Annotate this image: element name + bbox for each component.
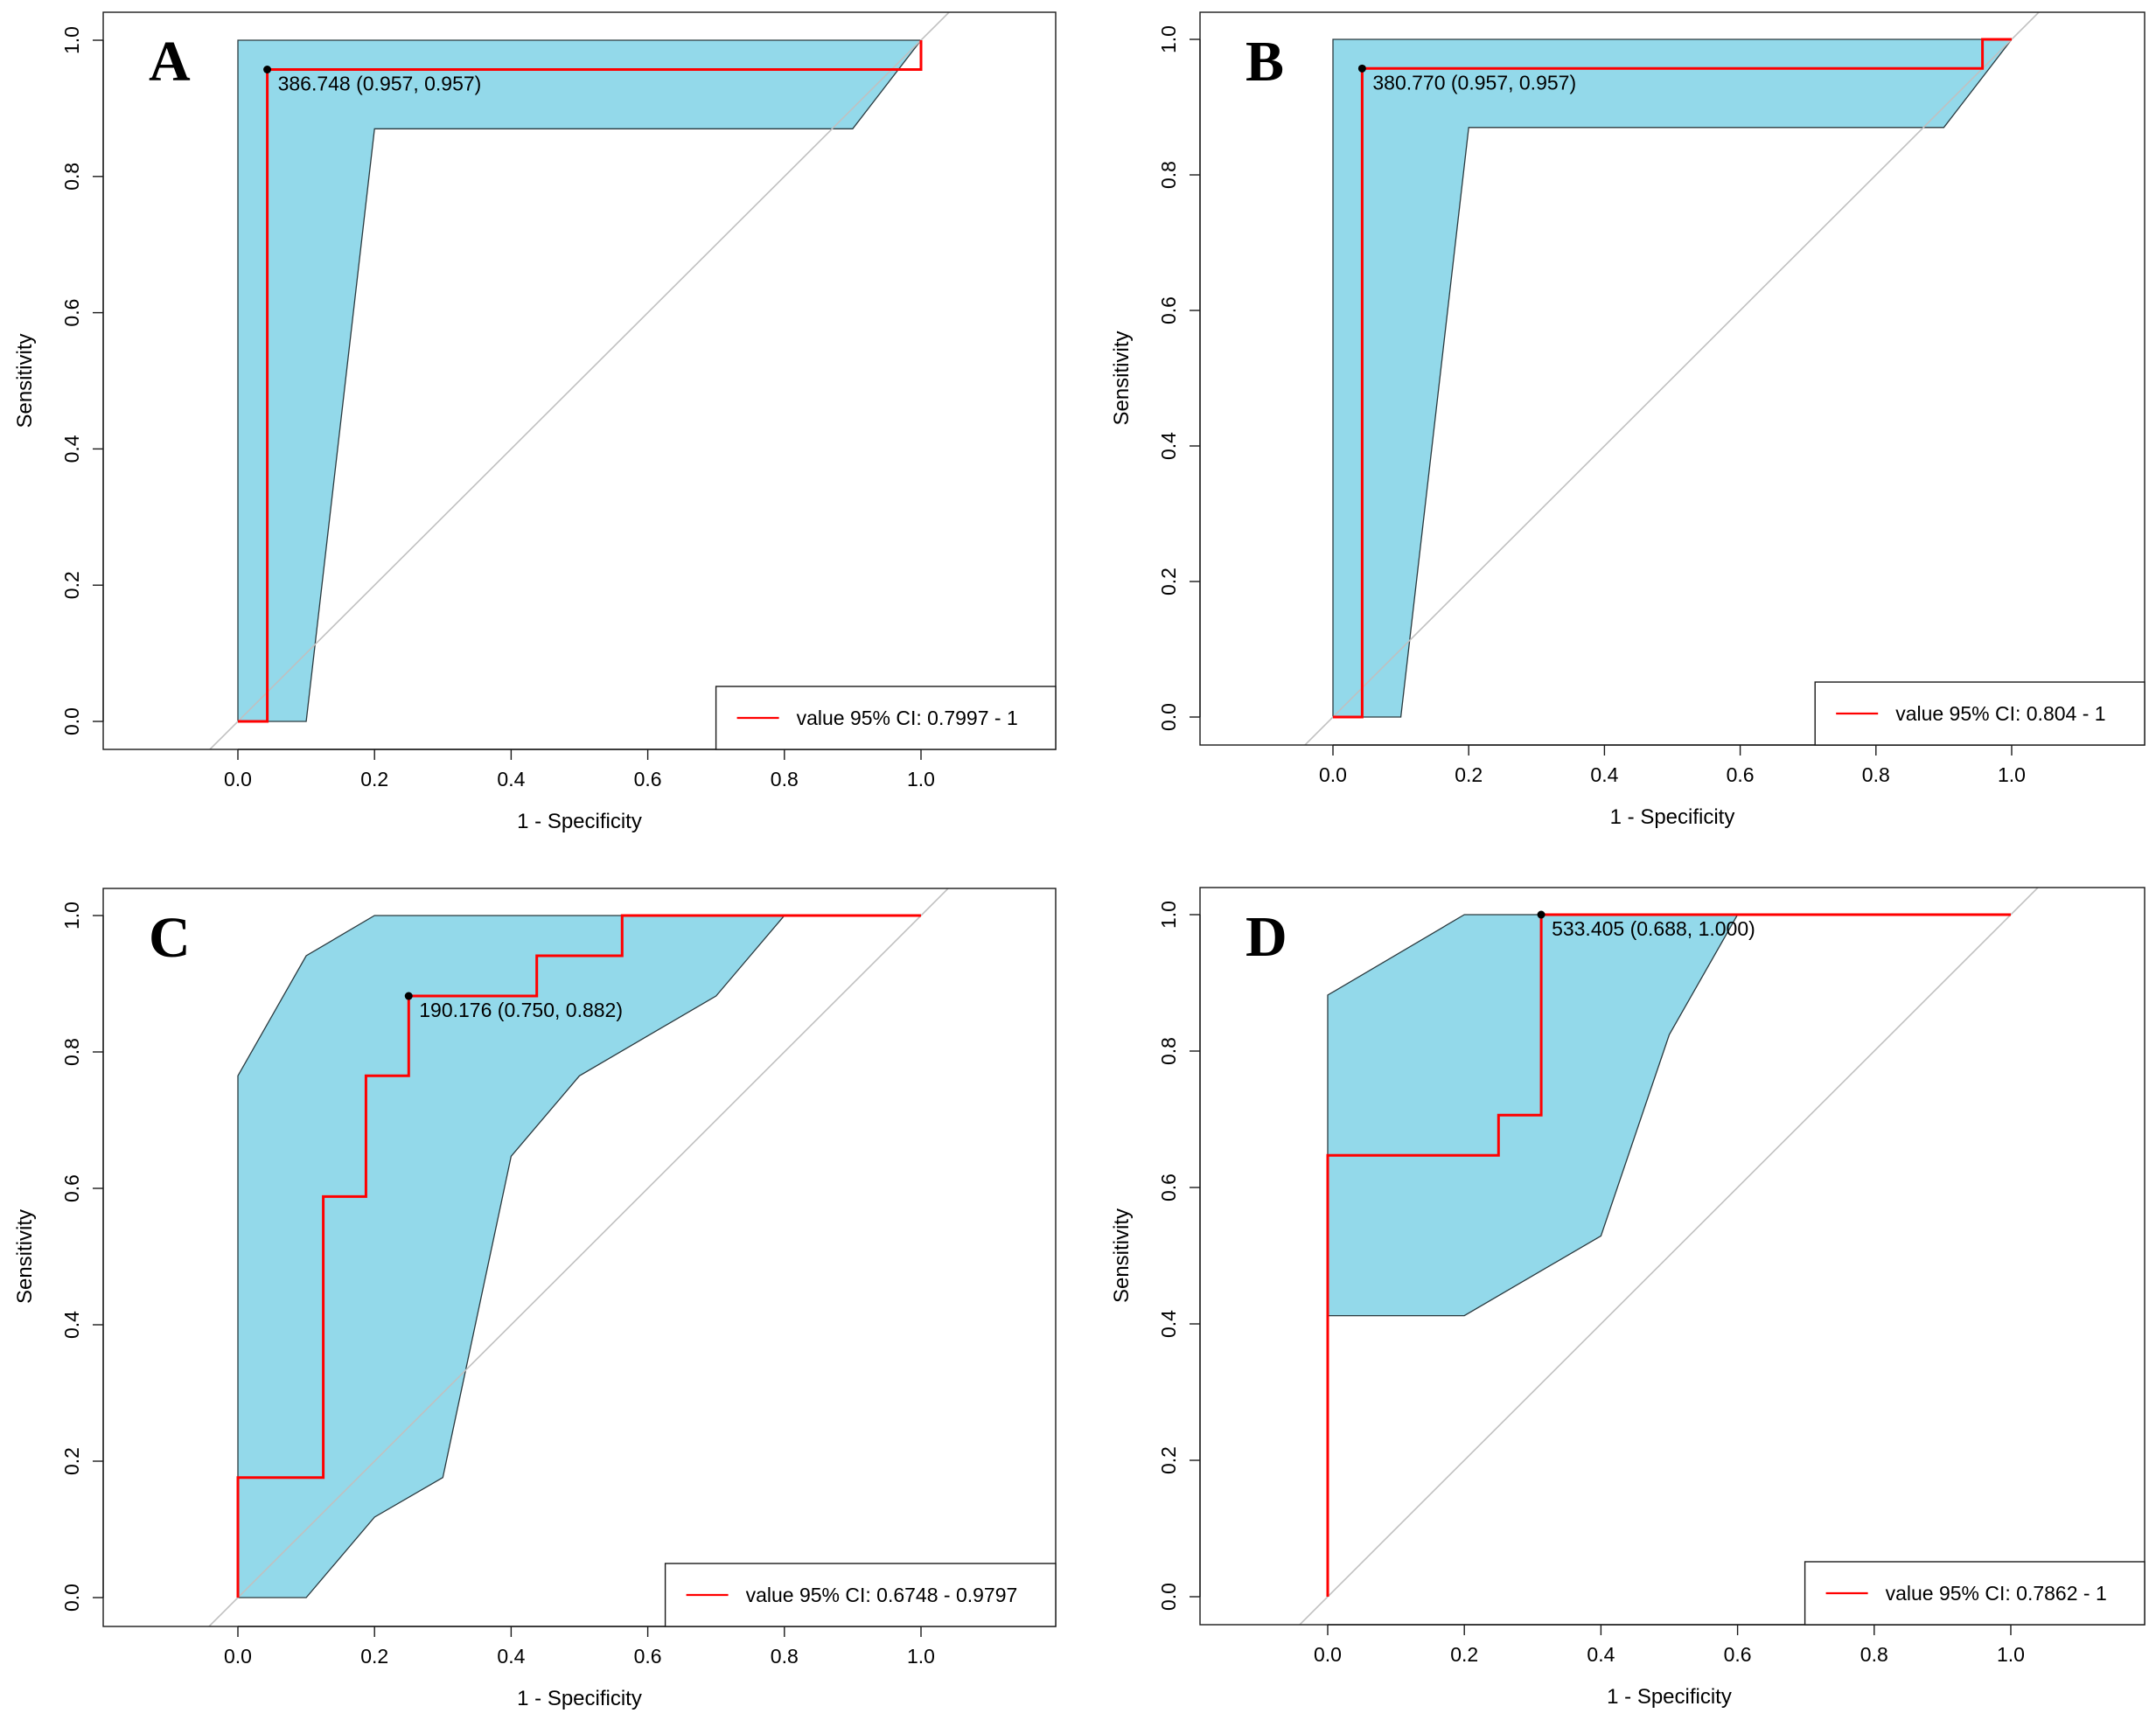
y-tick-label: 0.4 xyxy=(1157,1310,1180,1338)
x-axis: 0.0 0.2 0.4 0.6 0.8 1.0 xyxy=(1319,744,2026,786)
x-tick-label: 0.4 xyxy=(1587,1643,1615,1666)
y-tick-label: 0.2 xyxy=(60,571,83,599)
x-tick-label: 0.0 xyxy=(1319,763,1347,786)
y-tick-label: 0.0 xyxy=(60,1584,83,1612)
threshold-point xyxy=(404,992,413,1000)
threshold-label: 386.748 (0.957, 0.957) xyxy=(278,72,482,94)
y-tick-label: 0.8 xyxy=(1157,1037,1180,1065)
roc-curve-value xyxy=(236,914,921,1598)
legend-text: value 95% CI: 0.804 - 1 xyxy=(1895,702,2105,725)
x-tick-label: 0.4 xyxy=(497,768,525,790)
y-tick-label: 0.2 xyxy=(1157,1446,1180,1474)
x-axis: 0.0 0.2 0.4 0.6 0.8 1.0 xyxy=(224,1626,935,1668)
panel-letter: D xyxy=(1245,905,1287,969)
y-tick-label: 0.4 xyxy=(1157,432,1180,460)
y-tick-label: 0.4 xyxy=(60,1311,83,1339)
x-tick-label: 0.8 xyxy=(1860,1643,1888,1666)
y-tick-label: 0.6 xyxy=(1157,296,1180,324)
y-tick-label: 0.6 xyxy=(60,1174,83,1202)
roc-panel-c: 190.176 (0.750, 0.882) C 0.0 0.2 0.4 0.6 0.8 1.… xyxy=(13,888,1057,1710)
roc-panel-a: 386.748 (0.957, 0.957) A 0.0 0.2 0.4 0.6 0.8 1.… xyxy=(13,11,1057,833)
legend: value 95% CI: 0.804 - 1 xyxy=(1814,681,2146,746)
legend-text: value 95% CI: 0.7862 - 1 xyxy=(1886,1582,2107,1605)
y-tick-label: 0.8 xyxy=(60,163,83,191)
y-tick-label: 0.0 xyxy=(60,707,83,735)
panel-letter: A xyxy=(149,30,191,94)
threshold-label: 190.176 (0.750, 0.882) xyxy=(419,999,623,1021)
x-tick-label: 1.0 xyxy=(1998,763,2026,786)
y-axis-label: Sensitivity xyxy=(1110,1208,1134,1303)
y-tick-label: 0.2 xyxy=(1157,568,1180,595)
threshold-label: 380.770 (0.957, 0.957) xyxy=(1372,71,1576,94)
x-tick-label: 0.8 xyxy=(771,768,799,790)
x-tick-label: 0.6 xyxy=(634,768,662,790)
legend: value 95% CI: 0.7997 - 1 xyxy=(715,686,1057,750)
x-tick-label: 0.6 xyxy=(1727,763,1755,786)
y-tick-label: 0.6 xyxy=(60,299,83,327)
x-axis-label: 1 - Specificity xyxy=(1610,805,1735,829)
y-tick-label: 1.0 xyxy=(60,902,83,930)
ci-band xyxy=(237,915,786,1598)
y-tick-label: 0.4 xyxy=(60,435,83,463)
threshold-point xyxy=(263,65,272,73)
legend: value 95% CI: 0.7862 - 1 xyxy=(1804,1561,2146,1626)
x-tick-label: 0.2 xyxy=(360,1645,388,1668)
y-tick-label: 0.8 xyxy=(60,1038,83,1066)
diagonal-reference-line xyxy=(1303,12,2041,745)
threshold-point xyxy=(1537,910,1545,919)
x-axis-label: 1 - Specificity xyxy=(517,810,642,833)
legend-text: value 95% CI: 0.6748 - 0.9797 xyxy=(746,1584,1018,1606)
panel-letter: B xyxy=(1245,30,1284,94)
y-tick-label: 0.0 xyxy=(1157,1583,1180,1611)
panel-letter: C xyxy=(149,906,191,970)
legend-box xyxy=(664,1563,1057,1627)
x-tick-label: 0.4 xyxy=(1590,763,1618,786)
x-axis-label: 1 - Specificity xyxy=(1607,1685,1732,1709)
x-axis-label: 1 - Specificity xyxy=(517,1687,642,1710)
y-tick-label: 0.6 xyxy=(1157,1173,1180,1201)
diagonal-reference-line xyxy=(208,12,951,749)
x-tick-label: 0.6 xyxy=(1724,1643,1752,1666)
y-tick-label: 1.0 xyxy=(1157,901,1180,929)
x-tick-label: 0.8 xyxy=(771,1645,799,1668)
x-tick-label: 1.0 xyxy=(1997,1643,2025,1666)
threshold-point xyxy=(1357,64,1366,73)
x-tick-label: 0.0 xyxy=(1314,1643,1342,1666)
y-tick-label: 0.2 xyxy=(60,1447,83,1475)
x-tick-label: 0.4 xyxy=(497,1645,525,1668)
x-tick-label: 1.0 xyxy=(907,768,935,790)
x-tick-label: 0.0 xyxy=(224,1645,252,1668)
diagonal-reference-line xyxy=(207,888,950,1626)
x-tick-label: 0.0 xyxy=(224,768,252,790)
y-tick-label: 0.8 xyxy=(1157,161,1180,189)
legend: value 95% CI: 0.6748 - 0.9797 xyxy=(664,1563,1057,1627)
y-axis-label: Sensitivity xyxy=(1110,331,1134,425)
y-axis-label: Sensitivity xyxy=(13,333,37,428)
y-tick-label: 1.0 xyxy=(60,26,83,54)
legend-text: value 95% CI: 0.7997 - 1 xyxy=(797,707,1018,729)
x-tick-label: 1.0 xyxy=(907,1645,935,1668)
diagonal-reference-line xyxy=(1298,888,2040,1625)
roc-curve-value xyxy=(1333,38,2012,719)
x-tick-label: 0.2 xyxy=(360,768,388,790)
x-tick-label: 0.2 xyxy=(1450,1643,1478,1666)
y-axis: 0.0 0.2 0.4 0.6 0.8 1.0 xyxy=(60,26,104,735)
y-tick-label: 1.0 xyxy=(1157,25,1180,53)
x-tick-label: 0.2 xyxy=(1455,763,1483,786)
x-tick-label: 0.6 xyxy=(634,1645,662,1668)
threshold-label: 533.405 (0.688, 1.000) xyxy=(1552,917,1755,940)
x-axis: 0.0 0.2 0.4 0.6 0.8 1.0 xyxy=(224,749,935,790)
y-axis: 0.0 0.2 0.4 0.6 0.8 1.0 xyxy=(1157,25,1201,731)
y-axis: 0.0 0.2 0.4 0.6 0.8 1.0 xyxy=(1157,901,1201,1611)
x-tick-label: 0.8 xyxy=(1862,763,1890,786)
y-tick-label: 0.0 xyxy=(1157,703,1180,731)
roc-panel-b: 380.770 (0.957, 0.957) B 0.0 0.2 0.4 0.6 0.8 1.… xyxy=(1110,11,2146,829)
y-axis: 0.0 0.2 0.4 0.6 0.8 1.0 xyxy=(60,902,104,1612)
x-axis: 0.0 0.2 0.4 0.6 0.8 1.0 xyxy=(1314,1624,2025,1666)
y-axis-label: Sensitivity xyxy=(13,1209,37,1304)
roc-panel-d: 533.405 (0.688, 1.000) D 0.0 0.2 0.4 0.6 0.8 1.… xyxy=(1110,887,2146,1709)
